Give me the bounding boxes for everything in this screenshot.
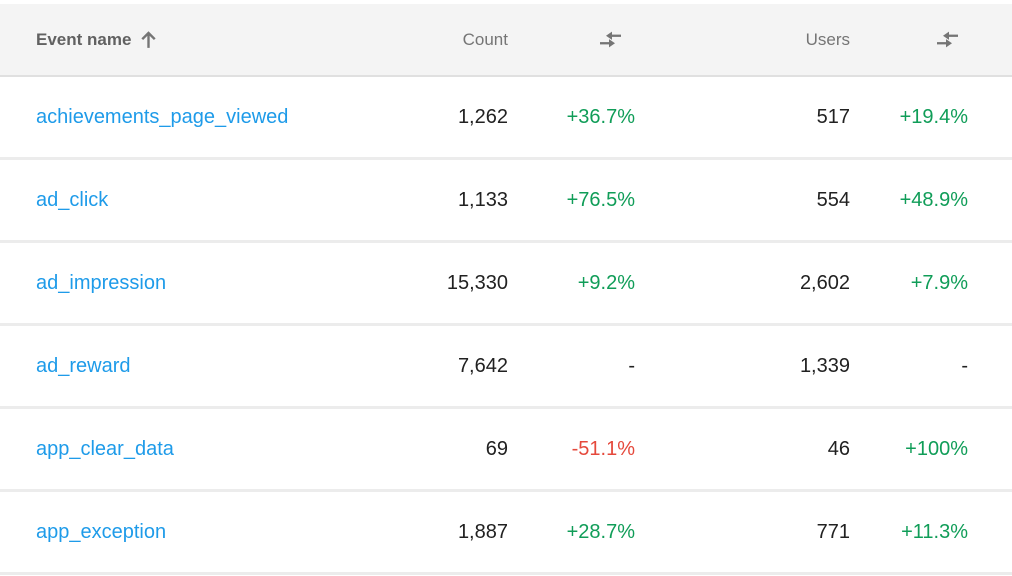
- users-change-value: +48.9%: [899, 188, 968, 211]
- users-value: 771: [816, 520, 850, 543]
- count-change-value: +36.7%: [566, 105, 635, 128]
- users-change-value: +7.9%: [910, 271, 968, 294]
- sort-ascending-arrow-icon[interactable]: [139, 30, 158, 49]
- event-name-link[interactable]: ad_reward: [36, 354, 131, 377]
- table-row: ad_click 1,133 +76.5% 554 +48.9%: [0, 157, 1012, 240]
- users-change-value: +11.3%: [901, 520, 968, 543]
- header-count-change[interactable]: [508, 31, 635, 48]
- count-value: 1,887: [457, 520, 508, 543]
- table-header-row: Event name Count Users: [0, 4, 1012, 77]
- count-value: 7,642: [457, 354, 508, 377]
- users-value: 517: [816, 105, 850, 128]
- compare-arrows-icon: [935, 31, 960, 52]
- event-name-link[interactable]: achievements_page_viewed: [36, 105, 289, 128]
- event-name-link[interactable]: ad_click: [36, 188, 109, 211]
- users-change-value: +19.4%: [899, 105, 968, 128]
- count-value: 1,133: [457, 188, 508, 211]
- table-row: achievements_page_viewed 1,262 +36.7% 51…: [0, 77, 1012, 157]
- users-change-value: -: [961, 354, 968, 377]
- event-name-header-label: Event name: [36, 29, 132, 49]
- count-value: 15,330: [446, 271, 508, 294]
- table-row: ad_reward 7,642 - 1,339 -: [0, 323, 1012, 406]
- users-value: 46: [827, 437, 850, 460]
- table-row: app_clear_data 69 -51.1% 46 +100%: [0, 406, 1012, 489]
- event-name-link[interactable]: ad_impression: [36, 271, 167, 294]
- header-users[interactable]: Users: [805, 29, 850, 49]
- table-row: ad_impression 15,330 +9.2% 2,602 +7.9%: [0, 240, 1012, 323]
- event-name-link[interactable]: app_exception: [36, 520, 167, 543]
- count-change-value: -51.1%: [571, 437, 635, 460]
- count-value: 69: [485, 437, 508, 460]
- users-value: 2,602: [799, 271, 850, 294]
- top-spacer: [0, 0, 1012, 4]
- count-change-value: +76.5%: [566, 188, 635, 211]
- bottom-separator: [0, 572, 1012, 575]
- users-value: 1,339: [799, 354, 850, 377]
- header-event-name[interactable]: Event name: [36, 30, 386, 50]
- users-change-value: +100%: [905, 437, 968, 460]
- header-count[interactable]: Count: [462, 29, 508, 49]
- count-change-value: -: [628, 354, 635, 377]
- table-row: app_exception 1,887 +28.7% 771 +11.3%: [0, 489, 1012, 572]
- count-change-value: +9.2%: [577, 271, 635, 294]
- count-change-value: +28.7%: [566, 520, 635, 543]
- count-value: 1,262: [457, 105, 508, 128]
- event-name-link[interactable]: app_clear_data: [36, 437, 174, 460]
- users-value: 554: [816, 188, 850, 211]
- header-users-change[interactable]: [850, 31, 968, 48]
- compare-arrows-icon: [598, 31, 623, 52]
